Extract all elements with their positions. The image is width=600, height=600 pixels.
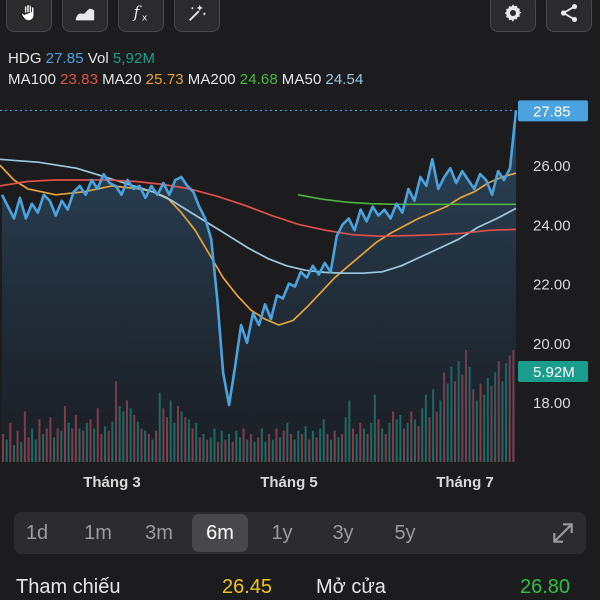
x-tick-label: Tháng 7 bbox=[436, 474, 494, 491]
range-selector: 1d 1m 3m 6m 1y 3y 5y bbox=[14, 512, 586, 554]
hand-tool-button[interactable] bbox=[6, 0, 52, 32]
share-icon bbox=[560, 4, 578, 22]
price-line bbox=[0, 110, 518, 407]
range-option-5y[interactable]: 5y bbox=[394, 522, 416, 544]
magic-icon bbox=[189, 4, 207, 21]
price-chart[interactable]: 26.00 24.00 22.00 20.00 18.00 27.85 5.92M Tháng… bbox=[0, 90, 600, 500]
range-option-1m[interactable]: 1m bbox=[84, 522, 112, 544]
ma100-value: 23.83 bbox=[60, 71, 99, 88]
y-tick-label: 20.00 bbox=[533, 336, 571, 353]
range-option-1y[interactable]: 1y bbox=[271, 522, 293, 544]
price-value: 27.85 bbox=[45, 50, 84, 67]
ma-line-ma50 bbox=[0, 158, 517, 275]
vol-value: 5,92M bbox=[112, 50, 156, 67]
ma50-value: 24.54 bbox=[325, 71, 364, 88]
expand-icon[interactable] bbox=[550, 520, 576, 546]
last-price-tag-label: 27.85 bbox=[533, 103, 571, 120]
ma200-value: 24.68 bbox=[239, 71, 278, 88]
chart-type-button[interactable] bbox=[62, 0, 108, 32]
share-button[interactable] bbox=[546, 0, 592, 32]
draw-tool-button[interactable] bbox=[174, 0, 220, 32]
x-tick-label: Tháng 3 bbox=[83, 474, 141, 491]
reference-label: Tham chiếu bbox=[16, 576, 121, 598]
open-label: Mở cửa bbox=[316, 576, 386, 598]
volume-tag bbox=[518, 361, 588, 382]
ma-line-ma100 bbox=[0, 179, 517, 238]
y-tick-label: 24.00 bbox=[533, 217, 571, 234]
hand-icon bbox=[21, 4, 35, 22]
ma20-label: MA20 bbox=[102, 71, 142, 88]
volume-tag-label: 5.92M bbox=[533, 364, 575, 381]
range-option-3m[interactable]: 3m bbox=[145, 522, 173, 544]
ma-header: MA100 23.83 MA20 25.73 MA200 24.68 MA50 24.54 bbox=[8, 71, 367, 88]
area-chart-icon bbox=[75, 8, 95, 21]
svg-text:x: x bbox=[142, 12, 148, 23]
ma200-label: MA200 bbox=[187, 71, 236, 88]
y-tick-label: 22.00 bbox=[533, 277, 571, 294]
ma100-label: MA100 bbox=[8, 71, 57, 88]
open-value: 26.80 bbox=[520, 576, 571, 598]
ma50-label: MA50 bbox=[281, 71, 322, 88]
ma-line-ma200 bbox=[297, 193, 516, 206]
ticker-label: HDG bbox=[8, 50, 42, 67]
range-option-1d[interactable]: 1d bbox=[25, 522, 49, 544]
price-area bbox=[2, 110, 516, 463]
vol-label: Vol bbox=[87, 50, 109, 67]
range-option-6m[interactable]: 6m bbox=[192, 514, 248, 552]
y-tick-label: 26.00 bbox=[533, 158, 571, 175]
svg-text:f: f bbox=[133, 4, 143, 22]
ma20-value: 25.73 bbox=[145, 71, 184, 88]
price-header: HDG 27.85 Vol 5,92M bbox=[8, 50, 159, 67]
last-price-tag bbox=[518, 100, 588, 122]
gear-icon bbox=[504, 4, 522, 22]
settings-button[interactable] bbox=[490, 0, 536, 32]
range-option-3y[interactable]: 3y bbox=[332, 522, 354, 544]
reference-value: 26.45 bbox=[222, 576, 273, 598]
x-tick-label: Tháng 5 bbox=[260, 474, 318, 491]
y-tick-label: 18.00 bbox=[533, 395, 571, 412]
